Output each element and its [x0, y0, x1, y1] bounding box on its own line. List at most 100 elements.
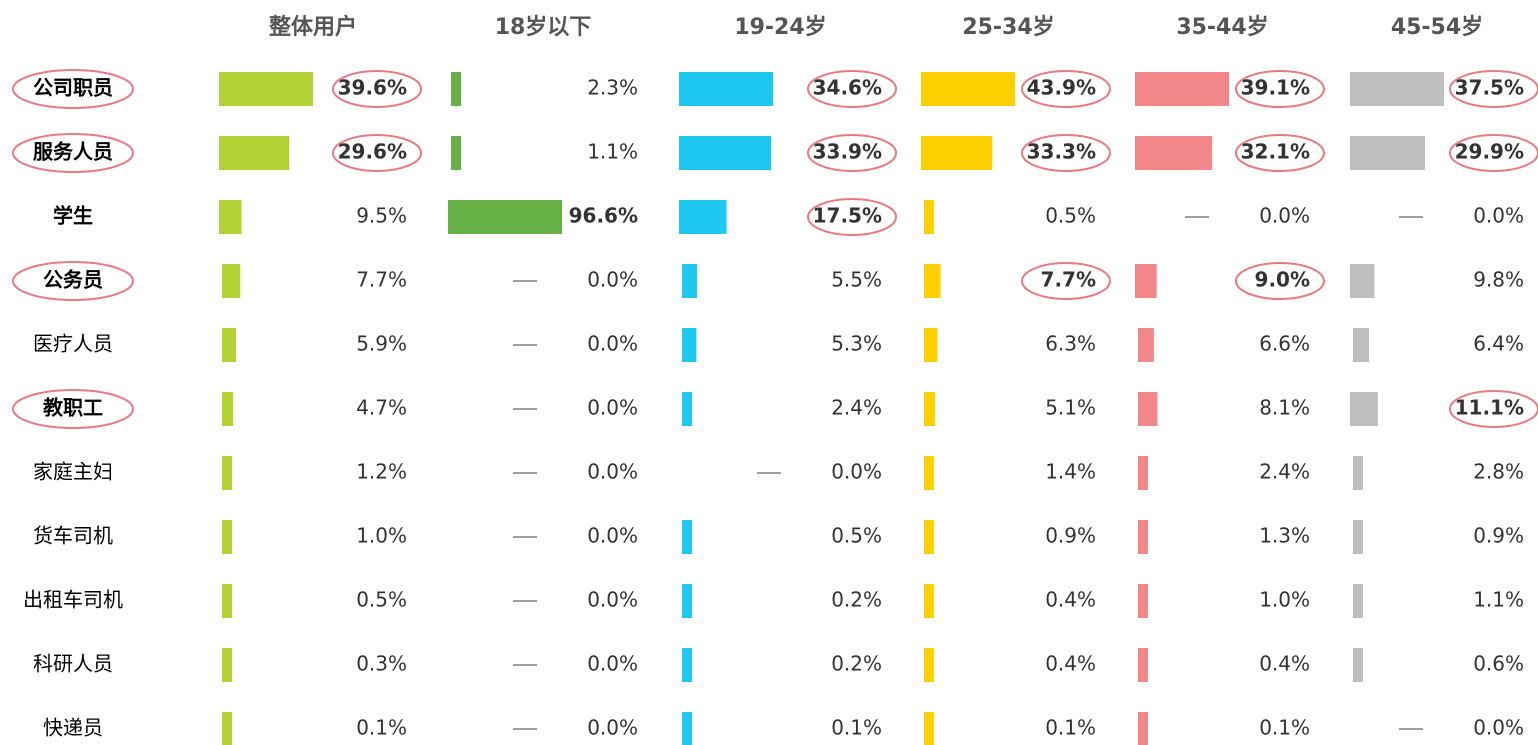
- highlight-circle: [1449, 390, 1538, 428]
- value-label: 6.4%: [1473, 332, 1524, 356]
- bar: [222, 328, 237, 362]
- value-label: 0.9%: [1045, 524, 1096, 548]
- bar: [222, 264, 241, 298]
- value-label: 34.6%: [813, 76, 882, 100]
- bar: [924, 712, 934, 745]
- value-label: 1.0%: [356, 524, 407, 548]
- highlight-circle: [1235, 70, 1325, 108]
- value-label: 9.0%: [1255, 268, 1310, 292]
- value-label: 32.1%: [1241, 140, 1310, 164]
- bar: [222, 520, 232, 554]
- row-label: 家庭主妇: [33, 460, 113, 484]
- bar: [924, 456, 934, 490]
- row-label: 出租车司机: [23, 588, 123, 612]
- highlight-circle: [332, 70, 422, 108]
- bar: [448, 200, 562, 234]
- value-label: 2.3%: [587, 76, 638, 100]
- highlight-circle: [1449, 70, 1538, 108]
- value-label: 1.1%: [1473, 588, 1524, 612]
- value-label: 0.1%: [831, 716, 882, 740]
- value-label: 39.1%: [1241, 76, 1310, 100]
- value-label: 0.0%: [1259, 204, 1310, 228]
- bar: [924, 520, 934, 554]
- value-label: 29.6%: [338, 140, 407, 164]
- bar: [1350, 136, 1425, 170]
- column-header: 18岁以下: [495, 14, 592, 40]
- value-label: 2.8%: [1473, 460, 1524, 484]
- value-label: 6.6%: [1259, 332, 1310, 356]
- highlight-circle: [12, 133, 134, 173]
- value-label: 43.9%: [1027, 76, 1096, 100]
- row-label: 服务人员: [33, 140, 113, 164]
- bar: [682, 392, 692, 426]
- value-label: 0.4%: [1045, 652, 1096, 676]
- column-header: 45-54岁: [1391, 14, 1483, 40]
- bar: [222, 584, 232, 618]
- bar: [1350, 72, 1444, 106]
- bar: [451, 72, 461, 106]
- bar: [1350, 264, 1375, 298]
- bar: [1138, 648, 1148, 682]
- column-header: 整体用户: [269, 14, 357, 40]
- column-header: 35-44岁: [1176, 14, 1268, 40]
- bar: [1138, 328, 1154, 362]
- bar: [682, 712, 692, 745]
- highlight-circle: [1449, 134, 1538, 172]
- value-label: 0.0%: [587, 588, 638, 612]
- bar: [924, 648, 934, 682]
- bar: [222, 712, 232, 745]
- bar: [219, 136, 290, 170]
- value-label: 0.4%: [1259, 652, 1310, 676]
- row-label: 医疗人员: [33, 332, 113, 356]
- value-label: 0.5%: [356, 588, 407, 612]
- value-label: 37.5%: [1455, 76, 1524, 100]
- bar: [924, 328, 938, 362]
- bar: [1135, 136, 1213, 170]
- bar: [924, 264, 941, 298]
- value-label: 2.4%: [831, 396, 882, 420]
- value-label: 5.9%: [356, 332, 407, 356]
- bar: [1138, 520, 1148, 554]
- highlight-circle: [1235, 262, 1325, 300]
- value-label: 0.2%: [831, 652, 882, 676]
- highlight-circle: [807, 198, 897, 236]
- bar: [921, 72, 1015, 106]
- value-label: 6.3%: [1045, 332, 1096, 356]
- bar: [1353, 328, 1370, 362]
- bar: [1353, 584, 1363, 618]
- highlight-circle: [1021, 262, 1111, 300]
- highlight-circle: [12, 261, 134, 301]
- bar: [679, 200, 727, 234]
- value-label: 9.5%: [356, 204, 407, 228]
- value-label: 0.1%: [356, 716, 407, 740]
- bar: [1138, 584, 1148, 618]
- value-label: 0.0%: [587, 460, 638, 484]
- value-label: 0.1%: [1045, 716, 1096, 740]
- bar: [222, 648, 232, 682]
- highlight-circle: [807, 70, 897, 108]
- value-label: 5.3%: [831, 332, 882, 356]
- value-label: 7.7%: [356, 268, 407, 292]
- bar: [222, 392, 234, 426]
- value-label: 0.5%: [831, 524, 882, 548]
- row-label: 公务员: [43, 268, 103, 292]
- row-label: 货车司机: [33, 524, 113, 548]
- value-label: 0.9%: [1473, 524, 1524, 548]
- value-label: 0.0%: [587, 524, 638, 548]
- bar: [679, 72, 773, 106]
- value-label: 1.3%: [1259, 524, 1310, 548]
- value-label: 1.1%: [587, 140, 638, 164]
- bar: [1353, 648, 1363, 682]
- value-label: 1.4%: [1045, 460, 1096, 484]
- highlight-circle: [1021, 134, 1111, 172]
- bar: [682, 328, 697, 362]
- value-label: 5.5%: [831, 268, 882, 292]
- highlight-circle: [1021, 70, 1111, 108]
- bar: [924, 200, 934, 234]
- bar: [924, 584, 934, 618]
- value-label: 0.6%: [1473, 652, 1524, 676]
- value-label: 0.0%: [587, 716, 638, 740]
- bar: [682, 584, 692, 618]
- value-label: 1.2%: [356, 460, 407, 484]
